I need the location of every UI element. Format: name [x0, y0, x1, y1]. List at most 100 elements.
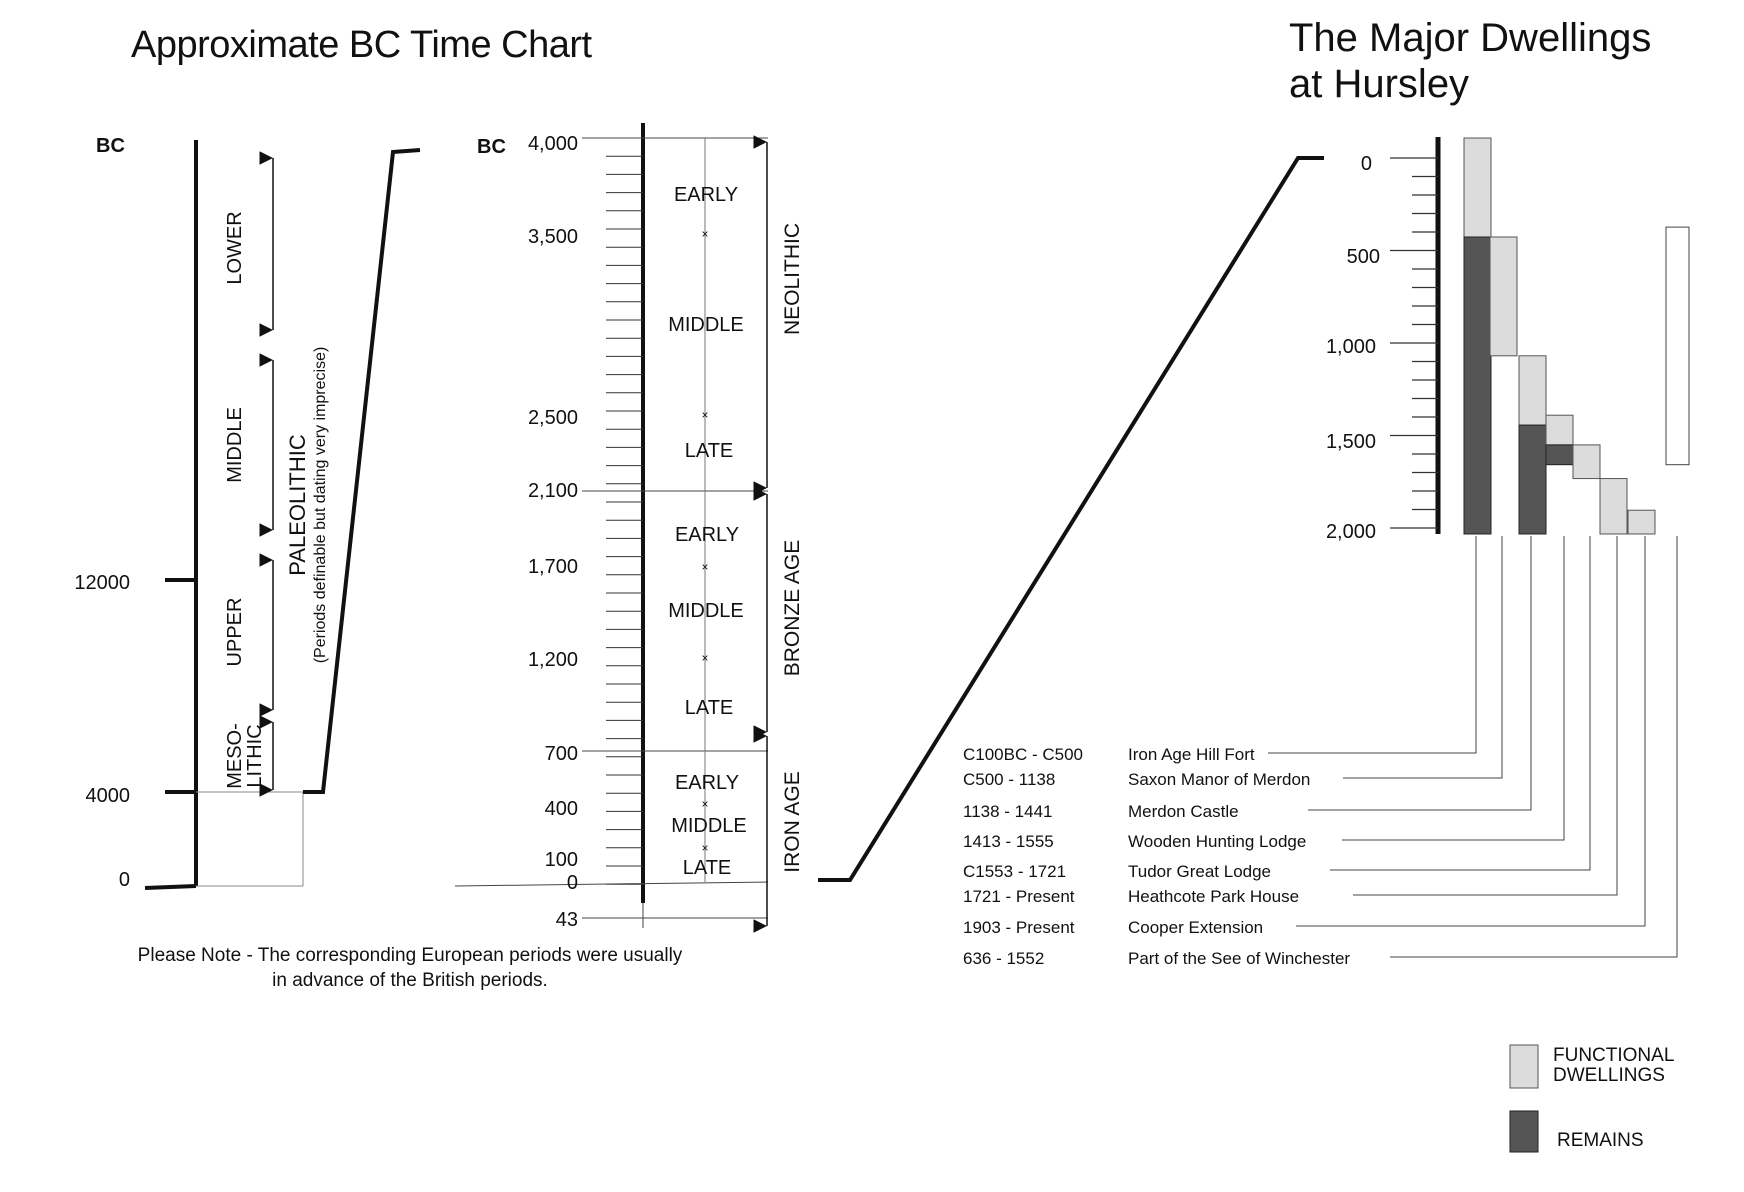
legend-label-remains: REMAINS — [1557, 1130, 1644, 1151]
bronze-early-label: EARLY — [675, 524, 739, 546]
scale2-tick-label-0: 0 — [567, 872, 578, 894]
scale2-tick-label-3500: 3,500 — [528, 226, 578, 248]
dwelling-name: Saxon Manor of Merdon — [1128, 770, 1310, 789]
note-line2: in advance of the British periods. — [272, 970, 548, 991]
dwellings-tick-label-500: 500 — [1347, 246, 1380, 268]
dwelling-dates: 636 - 1552 — [963, 949, 1044, 968]
functional-bar — [1463, 137, 1492, 238]
dwelling-dates: 1721 - Present — [963, 887, 1075, 906]
remains-bar — [1545, 444, 1574, 466]
iron-early-label: EARLY — [675, 772, 739, 794]
note: Please Note - The corresponding European… — [110, 943, 710, 993]
functional-bar — [1627, 509, 1656, 535]
scale2-tick-label-2500: 2,500 — [528, 407, 578, 429]
dwelling-name: Cooper Extension — [1128, 918, 1263, 937]
scale2-tick-label-700: 700 — [545, 743, 578, 765]
right-title-line2: at Hursley — [1289, 62, 1470, 106]
scale1-unit-label: BC — [96, 135, 125, 157]
functional-bar — [1599, 478, 1628, 535]
period-label-middle: MIDDLE — [224, 407, 246, 483]
zoom-connector-2 — [818, 156, 1324, 882]
dwelling-dates: 1138 - 1441 — [963, 802, 1052, 821]
dwelling-bars — [1463, 137, 1690, 535]
dwellings-tick-label-1000: 1,000 — [1326, 336, 1376, 358]
dwelling-leader-line — [1343, 536, 1503, 779]
prehistory-scale: BC 4,000 3,500 2,500 2,100 1,700 1,200 7… — [454, 123, 1324, 933]
dwelling-dates: C500 - 1138 — [963, 770, 1055, 789]
scale2-minor-ticks — [606, 137, 643, 885]
remains-bar — [1463, 236, 1492, 535]
functional-bar — [1518, 355, 1547, 426]
phase-sep-6: × — [701, 841, 708, 855]
phase-sep-5: × — [701, 797, 708, 811]
scale2-tick-label-1700: 1,700 — [528, 556, 578, 578]
dwelling-leader-line — [1330, 536, 1591, 871]
dwelling-leader-line — [1390, 536, 1678, 958]
dwelling-leader-line — [1268, 536, 1477, 754]
bronze-age-label: BRONZE AGE — [781, 540, 804, 677]
paleolithic-label: PALEOLITHIC — [285, 434, 310, 576]
dwelling-name: Iron Age Hill Fort — [1128, 745, 1255, 764]
bronze-middle-label: MIDDLE — [668, 600, 744, 622]
remains-bar — [1518, 424, 1547, 535]
dwelling-name: Merdon Castle — [1128, 802, 1239, 821]
dwelling-dates: C100BC - C500 — [963, 745, 1083, 764]
scale1-tick-label-0: 0 — [119, 869, 130, 891]
neolithic-early-label: EARLY — [674, 184, 738, 206]
scale2-tick-label-43: 43 — [556, 909, 578, 931]
scale1-tick-0 — [144, 884, 197, 890]
neolithic-label: NEOLITHIC — [781, 223, 804, 335]
functional-bar — [1545, 414, 1574, 446]
dwelling-leaders — [1268, 536, 1678, 958]
scale2-unit-label: BC — [477, 136, 506, 158]
neolithic-late-label: LATE — [685, 440, 734, 462]
period-label-lower: LOWER — [224, 211, 246, 284]
dwellings-tick-label-2000: 2,000 — [1326, 521, 1376, 543]
see-of-winchester-bar — [1665, 226, 1690, 466]
dwelling-dates: C1553 - 1721 — [963, 862, 1066, 881]
paleolithic-scale: BC 12000 4000 0 LOWER MIDDLE UPPER MESO-… — [74, 135, 421, 891]
legend-swatch-remains — [1509, 1110, 1539, 1153]
phase-sep-4: × — [701, 651, 708, 665]
phase-sep-3: × — [701, 560, 708, 574]
period-label-meso: MESO- — [224, 723, 246, 789]
iron-middle-label: MIDDLE — [671, 815, 747, 837]
dwelling-leader-line — [1353, 536, 1618, 896]
left-title: Approximate BC Time Chart — [131, 24, 592, 66]
dwelling-leader-line — [1308, 536, 1532, 811]
scale2-tick-label-4000: 4,000 — [528, 133, 578, 155]
legend-label-functional-2: DWELLINGS — [1553, 1065, 1665, 1086]
iron-age-label: IRON AGE — [781, 771, 804, 873]
dwelling-name: Part of the See of Winchester — [1128, 949, 1350, 968]
dwellings-chart: 0 500 1,000 1,500 2,000 C100BC - C500 Iro… — [963, 137, 1690, 968]
dwelling-leader-line — [1296, 536, 1646, 927]
scale2-tick-label-400: 400 — [545, 798, 578, 820]
period-label-upper: UPPER — [224, 598, 246, 667]
dwelling-dates: 1413 - 1555 — [963, 832, 1054, 851]
dwellings-minor-ticks — [1390, 157, 1438, 529]
iron-late-label: LATE — [683, 857, 732, 879]
scale1-tick-label-12000: 12000 — [74, 572, 130, 594]
scale2-tick-label-1200: 1,200 — [528, 649, 578, 671]
dwellings-tick-label-0: 0 — [1361, 153, 1372, 175]
legend-label-functional-1: FUNCTIONAL — [1553, 1045, 1674, 1066]
dwellings-tick-label-1500: 1,500 — [1326, 431, 1376, 453]
dwelling-dates: 1903 - Present — [963, 918, 1075, 937]
phase-sep-2: × — [701, 408, 708, 422]
functional-bar — [1489, 236, 1518, 357]
scale2-tick-label-2100: 2,100 — [528, 480, 578, 502]
right-title-line1: The Major Dwellings — [1289, 16, 1652, 60]
legend-swatch-functional — [1509, 1044, 1539, 1089]
scale2-tick-label-100: 100 — [545, 849, 578, 871]
scale2-bound-0 — [454, 881, 769, 887]
dwelling-name: Tudor Great Lodge — [1128, 862, 1271, 881]
phase-sep-1: × — [701, 227, 708, 241]
dwelling-name: Heathcote Park House — [1128, 887, 1299, 906]
dwelling-leader-line — [1342, 536, 1565, 841]
zoom-connector-1 — [303, 148, 421, 794]
period-label-lithic: LITHIC — [244, 724, 266, 787]
scale1-tick-label-4000: 4000 — [86, 785, 131, 807]
functional-bar — [1572, 444, 1601, 480]
paleolithic-sublabel: (Periods definable but dating very impre… — [312, 347, 329, 664]
